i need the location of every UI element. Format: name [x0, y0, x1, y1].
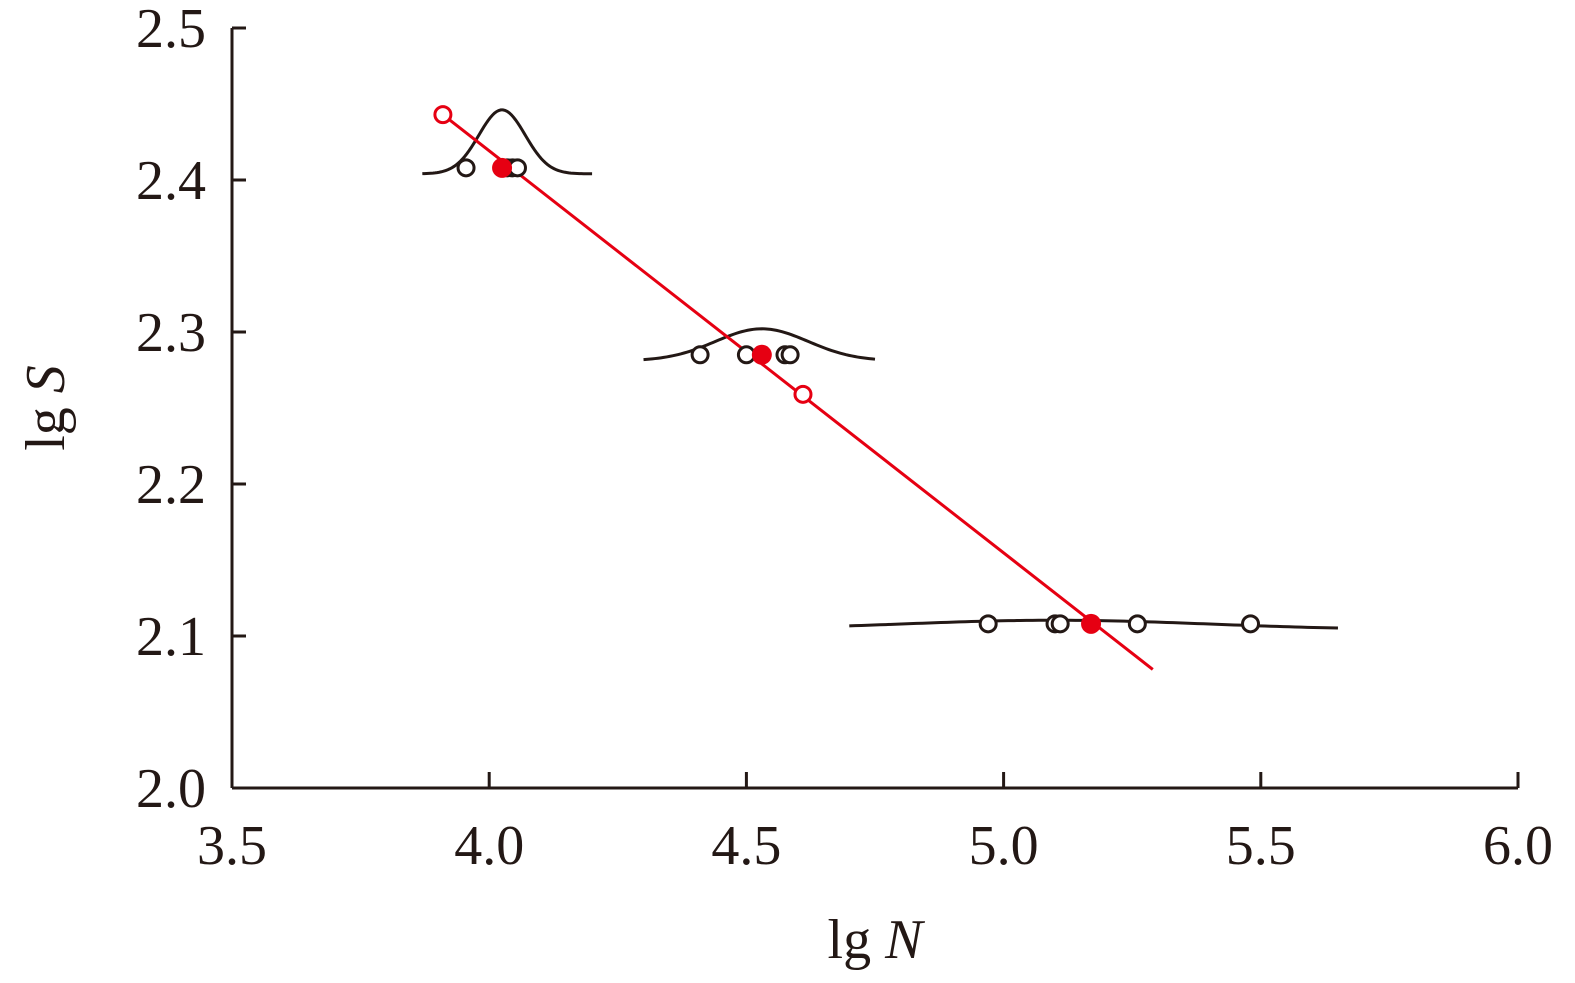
mean-point	[492, 157, 513, 178]
y-tick-label: 2.2	[136, 454, 206, 516]
observation-point	[1050, 614, 1070, 634]
x-tick-label: 6.0	[1483, 815, 1553, 877]
y-axis-title: lg S	[15, 365, 77, 451]
y-axis-title-prefix: lg	[15, 407, 77, 451]
x-tick-label: 3.5	[197, 815, 267, 877]
plot-area	[422, 105, 1338, 671]
predicted-point	[793, 384, 813, 404]
y-tick-label: 2.0	[136, 758, 206, 820]
y-tick-label: 2.5	[136, 0, 206, 60]
y-tick-label: 2.4	[136, 150, 206, 212]
observation-point	[978, 614, 998, 634]
predicted-point	[433, 105, 453, 125]
distribution-curve	[422, 108, 593, 176]
mean-point	[1081, 613, 1102, 634]
y-tick-label: 2.1	[136, 606, 206, 668]
observation-point	[456, 158, 476, 178]
observation-point	[780, 345, 800, 365]
x-axis: 3.5 4.0 4.5 5.0 5.5 6.0	[197, 772, 1553, 877]
observation-point	[1241, 614, 1261, 634]
x-axis-title-variable: N	[884, 909, 925, 971]
mean-point	[751, 344, 772, 365]
x-axis-title: lg N	[828, 909, 926, 971]
x-tick-label: 5.5	[1226, 815, 1296, 877]
x-axis-title-prefix: lg	[828, 909, 872, 971]
observation-point	[690, 345, 710, 365]
x-tick-label: 5.0	[969, 815, 1039, 877]
y-tick-label: 2.3	[136, 302, 206, 364]
x-tick-label: 4.0	[454, 815, 524, 877]
y-axis-title-variable: S	[15, 365, 77, 393]
distribution-curve	[643, 327, 876, 362]
observation-point	[1127, 614, 1147, 634]
x-tick-label: 4.5	[711, 815, 781, 877]
y-axis: 2.0 2.1 2.2 2.3 2.4 2.5	[136, 0, 246, 820]
